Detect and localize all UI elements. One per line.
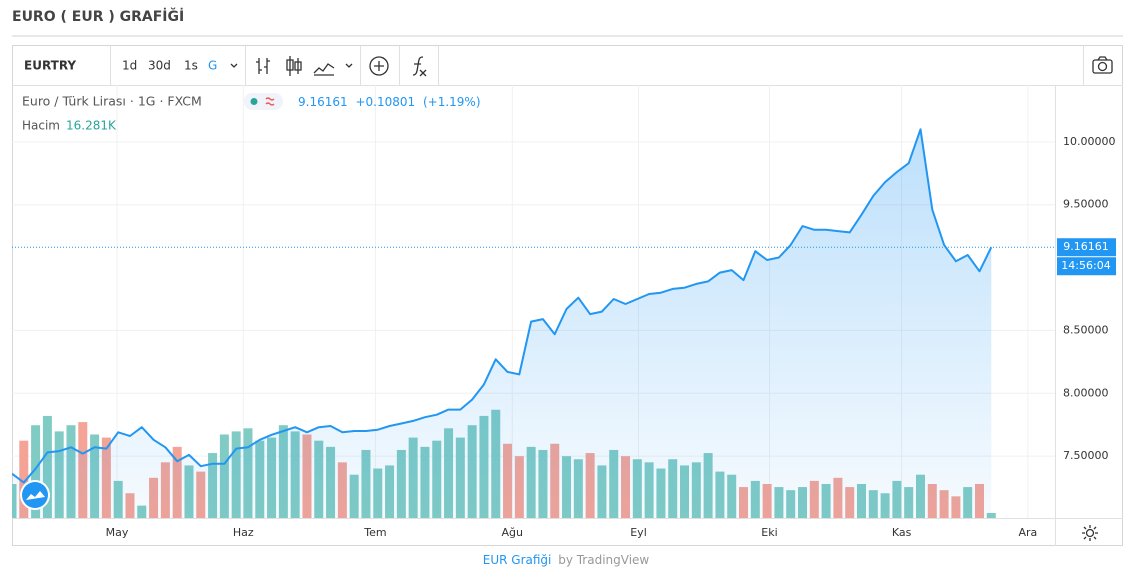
interval-menu[interactable]	[230, 63, 238, 68]
compare-icon[interactable]	[369, 56, 389, 76]
last-price-box	[1057, 238, 1116, 257]
interval[interactable]: 1d	[122, 59, 137, 73]
x-tick-label: Tem	[363, 526, 386, 539]
last-price: 9.16161	[298, 95, 348, 109]
y-tick-label: 8.50000	[1063, 323, 1109, 336]
footer-link[interactable]: EUR Grafiği	[483, 553, 552, 567]
volume-last: 16.281K	[66, 119, 117, 133]
x-tick-label: Ara	[1018, 526, 1037, 539]
footer-by: by TradingView	[558, 553, 649, 567]
interval[interactable]: 1s	[184, 59, 198, 73]
price-line	[12, 128, 993, 484]
page-title: EURO ( EUR ) GRAFİĞİ	[12, 7, 184, 25]
y-tick-label: 10.00000	[1063, 135, 1116, 148]
change: +0.10801	[355, 95, 415, 109]
candles-icon[interactable]	[286, 56, 302, 76]
settings-icon[interactable]	[1082, 525, 1098, 541]
status-dot	[250, 98, 258, 105]
x-tick-label: Eyl	[630, 526, 647, 539]
interval[interactable]: 30d	[148, 59, 171, 73]
status-delay	[265, 97, 275, 106]
change-pct: (+1.19%)	[423, 95, 481, 109]
footer: EUR Grafiği by TradingView	[483, 553, 650, 567]
indicators-icon[interactable]	[412, 56, 427, 77]
quote: 9.16161 +0.10801 (+1.19%)	[298, 95, 481, 109]
area-icon[interactable]	[313, 63, 335, 76]
x-tick-label: Kas	[892, 526, 912, 539]
x-tick-label: May	[106, 526, 129, 539]
symbol-title: Euro / Türk Lirası · 1G · FXCM	[22, 94, 202, 109]
last-price-label: 9.16161	[1063, 240, 1109, 253]
timer-box	[1057, 257, 1116, 276]
timer-label: 14:56:04	[1061, 259, 1110, 272]
x-tick-label: Ağu	[502, 526, 523, 539]
logo	[20, 480, 50, 510]
interval-active[interactable]: G	[208, 59, 217, 73]
volume-bar	[19, 440, 29, 518]
symbol[interactable]: EURTRY	[24, 59, 76, 73]
snapshot-icon[interactable]	[1092, 56, 1113, 74]
y-tick-label: 8.00000	[1063, 386, 1109, 399]
bars-icon[interactable]	[256, 58, 270, 74]
y-tick-label: 7.50000	[1063, 449, 1109, 462]
plot	[12, 85, 1055, 518]
area-fill	[12, 129, 992, 518]
x-tick-label: Eki	[761, 526, 777, 539]
y-tick-label: 9.50000	[1063, 198, 1109, 211]
x-tick-label: Haz	[233, 526, 254, 539]
toolbar-separators	[110, 46, 1084, 85]
volume-title: Hacim	[22, 119, 60, 133]
chart-type-menu[interactable]	[345, 63, 353, 68]
status-badge	[244, 93, 283, 110]
